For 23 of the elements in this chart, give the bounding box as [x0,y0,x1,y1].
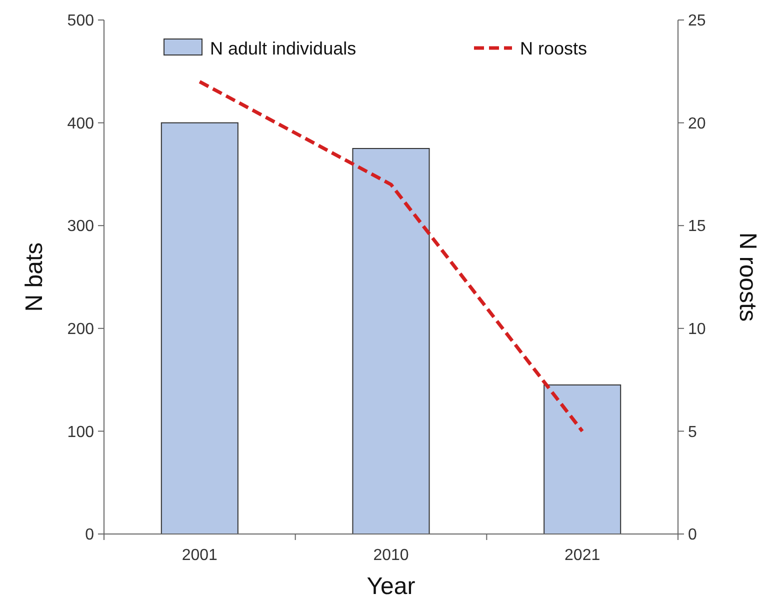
legend-label: N adult individuals [210,38,356,58]
y-axis-title: N bats [21,242,48,312]
bar [352,148,430,534]
y-tick-label: 0 [85,526,94,544]
y-tick-label: 200 [67,321,94,338]
bar [544,384,622,534]
x-tick-label: 2001 [182,547,218,564]
y-tick-label: 400 [67,115,94,132]
y-tick-label: 500 [67,12,94,30]
y2-axis-title: N roosts [734,232,761,322]
y-tick-label: 300 [67,218,94,236]
y-tick-label: 100 [67,424,94,441]
y2-tick-label: 15 [688,218,706,236]
y2-tick-label: 5 [688,424,697,441]
y2-tick-label: 10 [688,321,706,338]
y2-tick-label: 20 [688,115,706,132]
legend-label: N roosts [520,38,588,58]
bar [160,122,238,534]
x-axis-title: Year [366,573,416,600]
x-tick-label: 2010 [373,547,409,564]
x-tick-label: 2021 [564,547,600,564]
y2-tick-label: 0 [688,526,697,544]
y2-tick-label: 25 [688,12,706,30]
